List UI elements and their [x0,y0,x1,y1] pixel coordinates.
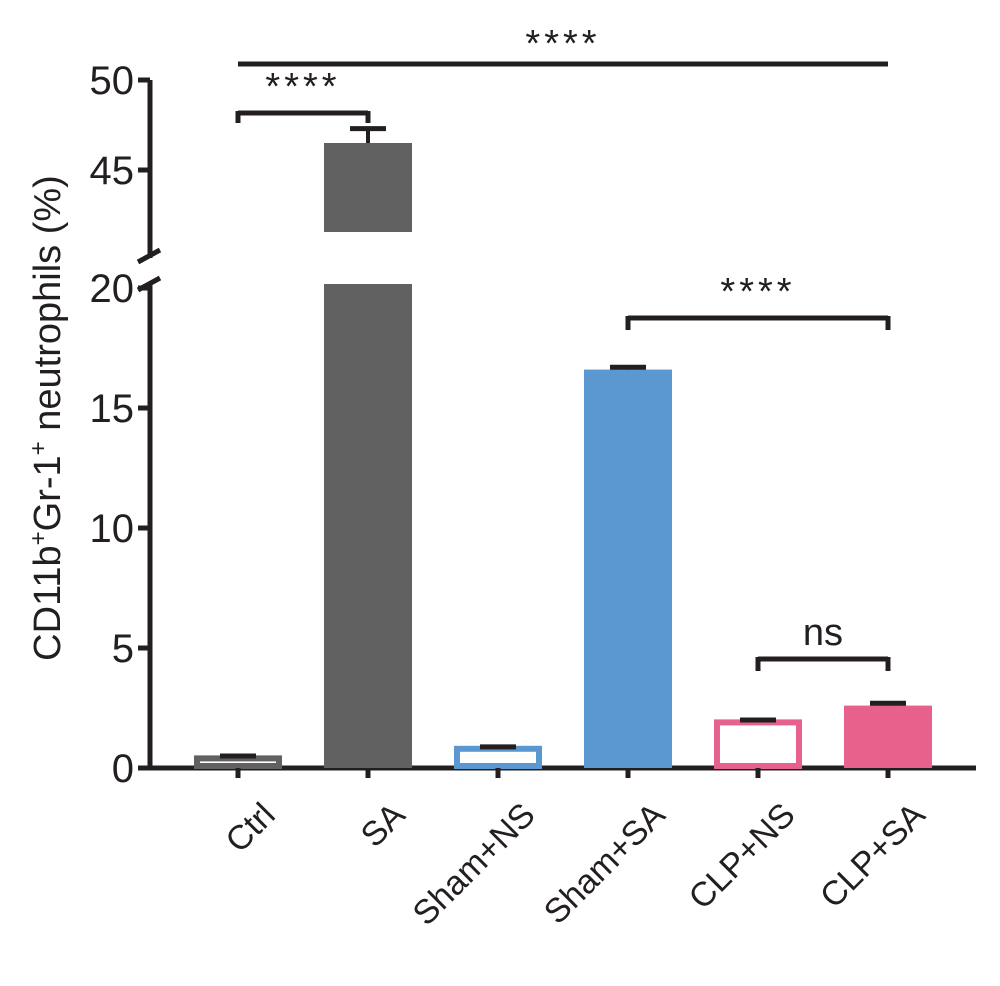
y-axis-label-prefix: CD11b [27,545,69,660]
x-tick-label: Sham+NS [406,796,543,933]
y-tick-label: 45 [90,149,135,193]
bar-ctrl [194,755,282,770]
y-tick-label: 10 [90,507,135,551]
significance-brackets: **** **** **** ns [235,23,891,671]
y-tick-label: 0 [112,747,134,791]
significance-label: **** [720,271,795,313]
y-ticks: 0 5 10 15 20 45 50 [90,59,150,791]
error-bars [220,126,906,778]
bars [194,143,932,770]
y-axis-label-suffix: neutrophils (%) [27,175,69,441]
x-tick-label: CLP+NS [682,796,803,917]
y-tick-label: 15 [90,387,135,431]
y-tick-label: 50 [90,59,135,103]
bar-sa-upper [324,143,412,232]
y-axis-label: CD11b+Gr-1+ neutrophils (%) [25,175,69,661]
bar-sham-ns [454,745,542,769]
axes [136,80,976,771]
y-axis-label-sup2: + [25,441,52,455]
significance-label: **** [265,66,340,108]
bar-sa-lower [324,284,412,768]
y-tick-label: 5 [112,627,134,671]
x-tick-label: Sham+SA [537,796,673,932]
y-axis-label-sup1: + [25,531,52,545]
bar-clp-sa [844,705,932,768]
x-tick-label: CLP+SA [813,796,933,916]
significance-label: **** [525,23,600,65]
bar-sham-sa [584,369,672,768]
significance-label: ns [803,612,843,654]
y-axis-label-middle: Gr-1 [27,455,69,531]
x-tick-label: Ctrl [218,796,282,860]
x-tick-label: SA [354,796,413,855]
y-tick-label: 20 [90,267,135,311]
axis-break-mark-upper [136,247,162,265]
bar-clp-ns [714,719,802,770]
